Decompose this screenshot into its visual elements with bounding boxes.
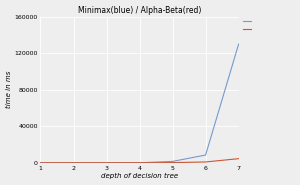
Y-axis label: time in ms: time in ms <box>6 71 12 108</box>
Title: Minimax(blue) / Alpha-Beta(red): Minimax(blue) / Alpha-Beta(red) <box>78 6 201 15</box>
X-axis label: depth of decision tree: depth of decision tree <box>101 173 178 179</box>
Legend: , : , <box>241 17 258 35</box>
